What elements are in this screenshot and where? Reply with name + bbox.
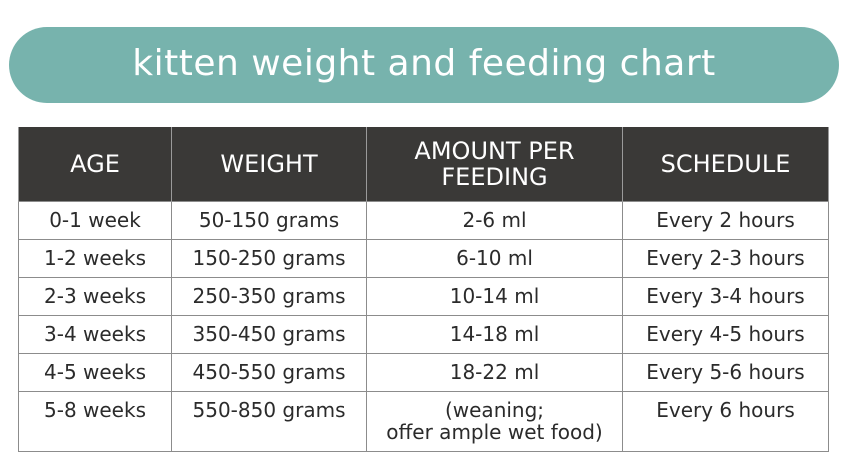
- cell-schedule: Every 5-6 hours: [622, 353, 829, 392]
- table-row: 1-2 weeks 150-250 grams 6-10 ml Every 2-…: [18, 239, 829, 278]
- table-row: 3-4 weeks 350-450 grams 14-18 ml Every 4…: [18, 315, 829, 354]
- cell-amount: 2-6 ml: [366, 201, 623, 240]
- table-row: 0-1 week 50-150 grams 2-6 ml Every 2 hou…: [18, 201, 829, 240]
- cell-weight: 550-850 grams: [171, 391, 367, 452]
- cell-age: 4-5 weeks: [18, 353, 172, 392]
- cell-amount-line1: (weaning;: [444, 398, 545, 422]
- cell-amount: 18-22 ml: [366, 353, 623, 392]
- cell-weight: 150-250 grams: [171, 239, 367, 278]
- cell-schedule: Every 6 hours: [622, 391, 829, 452]
- table-header: AGE WEIGHT AMOUNT PER FEEDING SCHEDULE: [18, 127, 829, 202]
- cell-weight: 50-150 grams: [171, 201, 367, 240]
- cell-amount: 14-18 ml: [366, 315, 623, 354]
- table-row: 5-8 weeks 550-850 grams (weaning; offer …: [18, 391, 829, 452]
- feeding-chart-table: AGE WEIGHT AMOUNT PER FEEDING SCHEDULE 0…: [18, 127, 829, 452]
- cell-amount: 10-14 ml: [366, 277, 623, 316]
- cell-weight: 450-550 grams: [171, 353, 367, 392]
- cell-schedule: Every 4-5 hours: [622, 315, 829, 354]
- table-row: 2-3 weeks 250-350 grams 10-14 ml Every 3…: [18, 277, 829, 316]
- header-weight: WEIGHT: [171, 127, 367, 202]
- cell-age: 5-8 weeks: [18, 391, 172, 452]
- cell-schedule: Every 3-4 hours: [622, 277, 829, 316]
- header-amount-line2: FEEDING: [441, 163, 548, 191]
- title-banner: kitten weight and feeding chart: [9, 27, 839, 103]
- cell-age: 0-1 week: [18, 201, 172, 240]
- cell-amount: 6-10 ml: [366, 239, 623, 278]
- table-row: 4-5 weeks 450-550 grams 18-22 ml Every 5…: [18, 353, 829, 392]
- cell-age: 3-4 weeks: [18, 315, 172, 354]
- table-body: 0-1 week 50-150 grams 2-6 ml Every 2 hou…: [18, 201, 829, 452]
- header-age: AGE: [18, 127, 172, 202]
- cell-schedule: Every 2 hours: [622, 201, 829, 240]
- cell-schedule: Every 2-3 hours: [622, 239, 829, 278]
- header-row: AGE WEIGHT AMOUNT PER FEEDING SCHEDULE: [18, 127, 829, 202]
- cell-amount-line2: offer ample wet food): [386, 420, 603, 444]
- cell-weight: 250-350 grams: [171, 277, 367, 316]
- cell-amount: (weaning; offer ample wet food): [366, 391, 623, 452]
- header-amount: AMOUNT PER FEEDING: [366, 127, 623, 202]
- header-schedule: SCHEDULE: [622, 127, 829, 202]
- cell-weight: 350-450 grams: [171, 315, 367, 354]
- cell-age: 2-3 weeks: [18, 277, 172, 316]
- page-title: kitten weight and feeding chart: [132, 42, 716, 84]
- cell-age: 1-2 weeks: [18, 239, 172, 278]
- header-amount-line1: AMOUNT PER: [414, 136, 575, 165]
